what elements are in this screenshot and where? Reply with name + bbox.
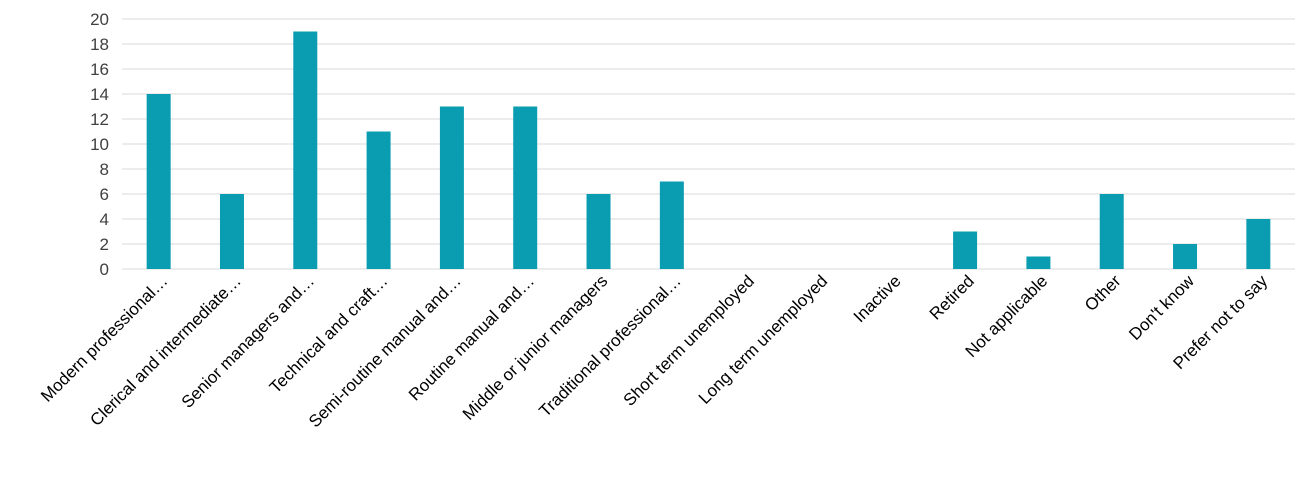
y-tick-label-16: 16 — [90, 60, 109, 79]
bar-13 — [1099, 194, 1124, 269]
y-tick-label-6: 6 — [100, 185, 109, 204]
x-category-label-7: Traditional professional… — [535, 271, 684, 420]
bar-0 — [146, 94, 171, 269]
x-axis-category-labels: Modern professional…Clerical and interme… — [37, 271, 1271, 431]
gridlines — [122, 18, 1295, 270]
x-category-label-14: Don't know — [1125, 271, 1198, 344]
bar-4 — [439, 106, 464, 269]
bar-3 — [366, 131, 391, 269]
y-tick-label-4: 4 — [100, 210, 109, 229]
bar-1 — [219, 194, 244, 269]
bar-5 — [513, 106, 538, 269]
y-axis-tick-labels: 0 2 4 6 8 10 12 14 16 18 20 — [90, 10, 109, 279]
bar-14 — [1173, 244, 1198, 269]
bar-7 — [659, 181, 684, 269]
y-tick-label-2: 2 — [100, 235, 109, 254]
x-category-label-5: Routine manual and… — [405, 271, 538, 404]
bar-12 — [1026, 256, 1051, 269]
bar-6 — [586, 194, 611, 269]
x-category-label-2: Senior managers and… — [178, 271, 318, 411]
x-category-label-10: Inactive — [850, 271, 905, 326]
x-category-label-13: Other — [1081, 271, 1125, 315]
x-category-label-0: Modern professional… — [37, 271, 171, 405]
y-tick-label-0: 0 — [100, 260, 109, 279]
bar-11 — [953, 231, 978, 269]
bars — [146, 31, 1271, 269]
y-tick-label-20: 20 — [90, 10, 109, 29]
x-category-label-1: Clerical and intermediate… — [86, 271, 244, 429]
y-tick-label-12: 12 — [90, 110, 109, 129]
y-tick-label-8: 8 — [100, 160, 109, 179]
x-category-label-6: Middle or junior managers — [459, 271, 611, 423]
bar-2 — [293, 31, 318, 269]
x-category-label-4: Semi-routine manual and… — [305, 271, 465, 431]
x-category-label-11: Retired — [926, 271, 978, 323]
bar-15 — [1246, 219, 1271, 269]
x-category-label-9: Long term unemployed — [695, 271, 831, 407]
y-tick-label-14: 14 — [90, 85, 109, 104]
y-tick-label-18: 18 — [90, 35, 109, 54]
x-category-label-8: Short term unemployed — [620, 271, 758, 409]
y-tick-label-10: 10 — [90, 135, 109, 154]
